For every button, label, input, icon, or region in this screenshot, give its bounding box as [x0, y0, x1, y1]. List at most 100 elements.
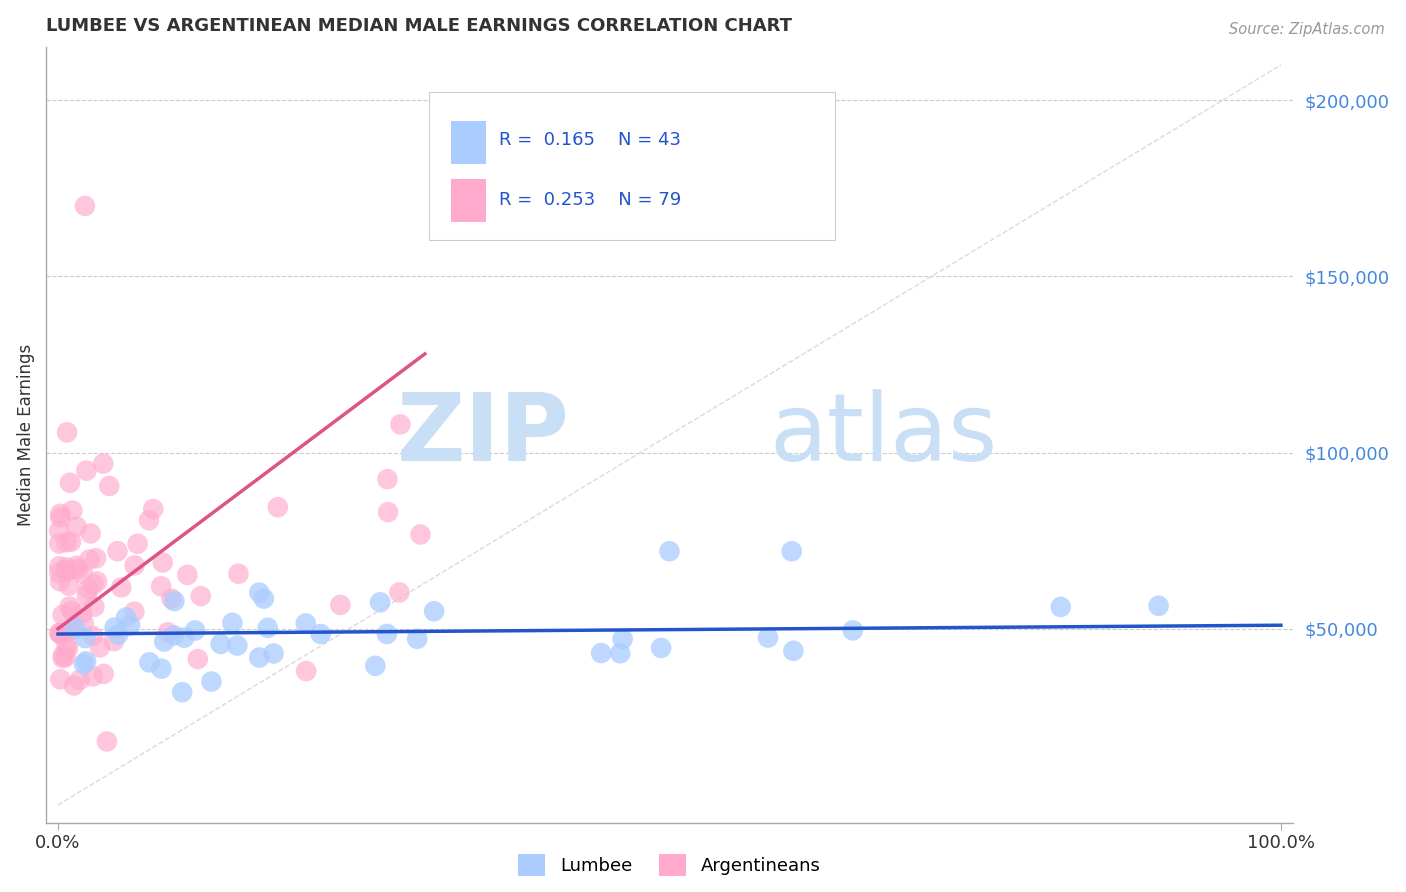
Argentineans — [48, 524, 70, 538]
Argentineans — [73, 199, 96, 213]
Argentineans — [267, 500, 290, 515]
Argentineans — [377, 472, 399, 486]
Argentineans — [63, 678, 86, 692]
Argentineans — [142, 502, 165, 516]
Argentineans — [295, 664, 318, 678]
Argentineans — [103, 634, 125, 648]
Argentineans — [62, 623, 84, 637]
Argentineans — [65, 519, 87, 533]
Lumbee — [73, 657, 96, 671]
Lumbee — [612, 632, 634, 646]
Argentineans — [66, 562, 89, 576]
Argentineans — [156, 625, 179, 640]
Argentineans — [388, 585, 411, 599]
FancyBboxPatch shape — [451, 121, 486, 163]
Lumbee — [75, 631, 97, 645]
Argentineans — [49, 574, 72, 589]
Lumbee — [115, 610, 138, 624]
Argentineans — [56, 564, 79, 578]
Argentineans — [48, 536, 70, 550]
Argentineans — [228, 566, 250, 581]
Lumbee — [184, 624, 207, 638]
Lumbee — [247, 585, 270, 599]
Lumbee — [209, 637, 232, 651]
Argentineans — [55, 625, 77, 640]
Lumbee — [609, 646, 631, 660]
Text: atlas: atlas — [769, 389, 997, 481]
Lumbee — [256, 621, 278, 635]
Argentineans — [73, 615, 96, 630]
Argentineans — [55, 563, 77, 577]
Argentineans — [55, 650, 77, 665]
Lumbee — [658, 544, 681, 558]
Argentineans — [127, 537, 149, 551]
Argentineans — [82, 669, 104, 683]
Lumbee — [107, 627, 129, 641]
Argentineans — [49, 626, 72, 640]
Argentineans — [60, 534, 83, 549]
Argentineans — [55, 560, 77, 574]
Argentineans — [138, 513, 160, 527]
Argentineans — [49, 673, 72, 687]
Argentineans — [150, 579, 173, 593]
Argentineans — [389, 417, 412, 432]
Text: R =  0.165    N = 43: R = 0.165 N = 43 — [499, 131, 681, 149]
Argentineans — [124, 558, 146, 573]
Text: R =  0.253    N = 79: R = 0.253 N = 79 — [499, 191, 681, 209]
Argentineans — [160, 591, 183, 606]
Argentineans — [69, 673, 91, 687]
Argentineans — [93, 666, 115, 681]
Argentineans — [75, 464, 97, 478]
Lumbee — [163, 628, 186, 642]
Argentineans — [51, 628, 73, 642]
Argentineans — [49, 510, 72, 524]
Lumbee — [173, 631, 195, 645]
Argentineans — [377, 505, 399, 519]
Lumbee — [375, 627, 398, 641]
Argentineans — [59, 599, 82, 614]
Lumbee — [1049, 599, 1071, 614]
Lumbee — [226, 639, 249, 653]
Text: Source: ZipAtlas.com: Source: ZipAtlas.com — [1229, 22, 1385, 37]
Lumbee — [423, 604, 446, 618]
Text: ZIP: ZIP — [396, 389, 569, 481]
Lumbee — [104, 620, 127, 634]
Lumbee — [364, 658, 387, 673]
Argentineans — [72, 607, 94, 621]
Argentineans — [96, 734, 118, 748]
Argentineans — [187, 652, 209, 666]
Lumbee — [309, 627, 332, 641]
Lumbee — [650, 640, 672, 655]
Lumbee — [591, 646, 613, 660]
Legend: Lumbee, Argentineans: Lumbee, Argentineans — [512, 847, 828, 883]
Argentineans — [77, 582, 100, 597]
Lumbee — [163, 594, 186, 608]
Argentineans — [59, 475, 82, 490]
Argentineans — [409, 527, 432, 541]
Argentineans — [152, 556, 174, 570]
Lumbee — [782, 644, 804, 658]
Lumbee — [253, 591, 276, 606]
Argentineans — [49, 507, 72, 521]
Y-axis label: Median Male Earnings: Median Male Earnings — [17, 343, 35, 526]
Argentineans — [82, 629, 104, 643]
Argentineans — [82, 577, 104, 591]
Lumbee — [172, 685, 194, 699]
Argentineans — [55, 535, 77, 549]
Argentineans — [107, 544, 129, 558]
Lumbee — [150, 662, 173, 676]
Text: LUMBEE VS ARGENTINEAN MEDIAN MALE EARNINGS CORRELATION CHART: LUMBEE VS ARGENTINEAN MEDIAN MALE EARNIN… — [46, 17, 792, 35]
Lumbee — [780, 544, 803, 558]
Argentineans — [89, 640, 111, 655]
Lumbee — [368, 595, 391, 609]
Argentineans — [83, 599, 105, 614]
Argentineans — [329, 598, 352, 612]
Lumbee — [221, 615, 243, 630]
Argentineans — [56, 425, 79, 440]
Lumbee — [756, 631, 779, 645]
Argentineans — [84, 551, 107, 566]
Argentineans — [48, 566, 70, 580]
Argentineans — [51, 607, 73, 622]
Argentineans — [190, 589, 212, 603]
Argentineans — [86, 574, 108, 589]
